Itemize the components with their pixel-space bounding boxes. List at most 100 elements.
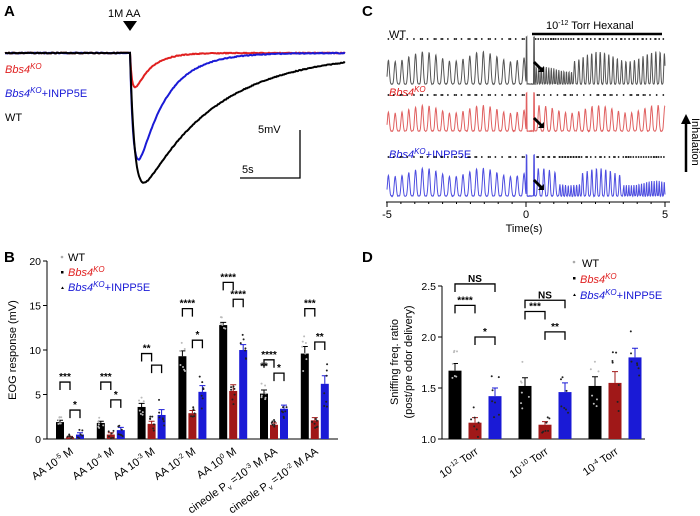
x-tick-label: AA 10-2 M xyxy=(152,446,198,483)
sniff-peak-marker xyxy=(655,94,658,96)
data-point-wt xyxy=(591,394,594,397)
significance-label: * xyxy=(195,330,199,341)
sniff-peak-marker xyxy=(594,156,597,158)
data-point-ko xyxy=(70,437,73,440)
x-tick-label: 5 xyxy=(662,209,668,221)
data-point-ko xyxy=(611,361,614,364)
sniff-peak-marker xyxy=(467,156,470,158)
sniff-peak-marker xyxy=(597,94,600,96)
data-point-inpp5e xyxy=(563,406,566,409)
bar-inpp5e xyxy=(320,383,329,439)
x-tick-label: AA 10-3 M xyxy=(111,446,157,483)
sniff-peak-marker xyxy=(609,94,612,96)
sniff-peak-marker xyxy=(615,38,618,40)
sniff-peak-marker xyxy=(435,94,437,96)
bar-inpp5e xyxy=(488,396,502,439)
data-point-wt xyxy=(264,384,267,387)
significance-bracket xyxy=(69,409,81,419)
significance-label: *** xyxy=(59,372,71,383)
data-point-inpp5e xyxy=(81,429,84,432)
error-bar-ko xyxy=(542,421,548,425)
sniff-peak-marker xyxy=(421,94,424,96)
data-point-ko xyxy=(192,408,195,411)
sniff-peak-marker xyxy=(392,38,395,40)
data-point-inpp5e xyxy=(120,428,123,431)
panel-d-y-axis-label-line1: Sniffing freq. ratio xyxy=(389,319,401,405)
sniff-peak-marker xyxy=(440,156,443,158)
data-point-wt xyxy=(98,416,101,419)
data-point-inpp5e xyxy=(78,428,81,431)
sniff-peak-marker xyxy=(602,38,605,40)
significance-label: ** xyxy=(551,322,559,333)
sniff-trace-wt xyxy=(386,35,666,86)
data-point-wt xyxy=(521,360,524,363)
sniff-peak-marker xyxy=(392,94,395,96)
sniff-peak-marker xyxy=(467,94,470,96)
significance-label: *** xyxy=(100,372,112,383)
sniff-peak-marker xyxy=(468,38,471,40)
error-bar-inpp5e xyxy=(240,344,247,350)
sniff-peak-marker xyxy=(629,156,632,158)
data-point-ko xyxy=(273,420,276,423)
data-point-ko xyxy=(232,385,235,388)
significance-label: **** xyxy=(457,295,473,306)
sniff-peak-marker xyxy=(501,38,503,40)
significance-label: **** xyxy=(220,272,236,283)
sniff-peak-marker xyxy=(649,38,652,40)
data-point-inpp5e xyxy=(120,434,123,437)
x-tick-label: 10-12 Torr xyxy=(438,445,481,480)
data-point-wt xyxy=(520,402,523,405)
data-point-ko xyxy=(316,425,319,428)
sniff-peak-marker xyxy=(387,94,390,96)
significance-bracket xyxy=(273,372,285,382)
data-point-ko xyxy=(112,429,115,432)
sniff-peak-marker xyxy=(554,38,557,40)
stimulus-arrowhead-icon xyxy=(123,21,137,31)
sniff-peak-marker xyxy=(406,94,409,96)
sniff-peak-marker xyxy=(406,38,409,40)
y-tick-label: 2.0 xyxy=(421,332,436,344)
label-superscript: -3 xyxy=(135,453,144,462)
scale-bar-s-label: 5s xyxy=(242,164,254,176)
data-point-wt xyxy=(260,396,263,399)
data-point-inpp5e xyxy=(162,420,165,423)
data-point-ko xyxy=(232,403,235,406)
panel-b-y-axis-label: EOG response (mV) xyxy=(7,300,19,400)
legend-wt-label: WT xyxy=(5,112,22,124)
data-point-ko xyxy=(152,429,155,432)
data-point-wt xyxy=(301,345,304,348)
label-text: M AA xyxy=(249,445,280,472)
significance-bracket xyxy=(59,381,71,391)
legend-inpp5e-label: Bbs4KO+INPP5E xyxy=(68,280,150,294)
sniff-peak-marker xyxy=(494,156,497,158)
panel-c-x-axis-label: Time(s) xyxy=(506,223,543,235)
data-point-wt xyxy=(260,382,263,385)
sniff-peak-marker xyxy=(645,38,648,40)
sniff-peak-marker xyxy=(494,38,497,40)
sniff-peak-marker xyxy=(401,156,403,158)
label-superscript: 0 xyxy=(219,453,226,461)
data-point-ko xyxy=(616,400,619,403)
bar-wt xyxy=(300,353,309,439)
bar-inpp5e xyxy=(280,408,288,439)
panel-label-a: A xyxy=(4,3,15,20)
bar-wt xyxy=(178,356,187,439)
data-point-wt xyxy=(593,360,596,363)
sniff-peak-marker xyxy=(581,38,584,40)
trace-label-inpp5e: Bbs4KO+INPP5E xyxy=(389,147,471,161)
data-point-inpp5e xyxy=(325,369,328,372)
data-point-wt xyxy=(597,370,600,373)
error-bar-inpp5e xyxy=(199,385,206,392)
bar-ko xyxy=(66,437,74,439)
data-point-wt xyxy=(140,396,143,399)
data-point-inpp5e xyxy=(636,364,639,367)
sniff-peak-marker xyxy=(413,38,415,40)
sniff-peak-marker xyxy=(570,156,572,158)
data-point-inpp5e xyxy=(158,416,161,419)
scale-bar-mv-label: 5mV xyxy=(258,124,281,136)
bar-wt xyxy=(518,385,532,439)
y-tick-label: 2.5 xyxy=(421,281,436,293)
sniff-peak-marker xyxy=(474,38,477,40)
data-point-inpp5e xyxy=(497,413,500,416)
significance-label: ** xyxy=(143,344,151,355)
